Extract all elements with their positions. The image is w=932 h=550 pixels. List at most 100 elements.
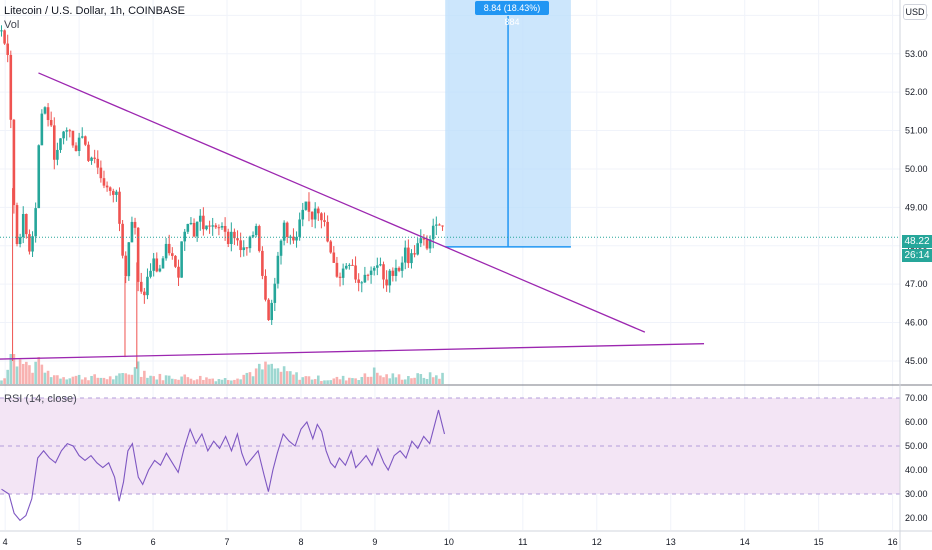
volume-bar	[155, 379, 159, 384]
measure-tool-label[interactable]: 8.84 (18.43%) 884	[475, 1, 549, 27]
candle-body	[270, 302, 274, 321]
candle-body	[285, 222, 289, 237]
rsi-label: RSI (14, close)	[4, 393, 77, 405]
volume-bar	[279, 371, 283, 384]
volume-bar	[230, 380, 233, 384]
volume-bar	[46, 370, 50, 384]
candle-body	[360, 282, 364, 284]
volume-bar	[289, 371, 292, 384]
price-tick-label: 51.00	[905, 126, 928, 136]
volume-bar	[164, 375, 168, 384]
volume-bar	[341, 375, 345, 384]
candle-body	[264, 275, 267, 300]
volume-bar	[167, 375, 171, 384]
volume-bar	[422, 377, 426, 384]
candle-body	[376, 265, 379, 268]
volume-bar	[211, 378, 214, 384]
candle-body	[49, 120, 53, 126]
candle-body	[161, 258, 165, 269]
candle-body	[438, 224, 441, 226]
volume-bar	[270, 363, 274, 384]
candle-body	[3, 30, 6, 44]
candle-body	[180, 241, 183, 278]
currency-button[interactable]: USD	[903, 4, 927, 20]
volume-bar	[419, 374, 423, 384]
time-tick-label: 14	[740, 537, 750, 547]
candle-body	[25, 214, 28, 235]
volume-bar	[251, 376, 255, 384]
candle-body	[329, 241, 333, 253]
candle-body	[400, 262, 404, 271]
candle-body	[382, 264, 385, 280]
volume-bar	[68, 378, 72, 384]
volume-bar	[428, 372, 432, 384]
candle-body	[90, 157, 93, 161]
volume-bar	[267, 364, 270, 384]
rsi-tick-label: 30.00	[905, 489, 928, 499]
candle-body	[385, 279, 388, 286]
volume-bar	[28, 365, 31, 384]
volume-bar	[348, 377, 351, 384]
volume-bar	[146, 377, 149, 384]
candle-body	[310, 211, 314, 220]
time-tick-label: 4	[3, 537, 8, 547]
volume-bar	[121, 373, 124, 384]
volume-bar	[118, 373, 121, 384]
volume-bar	[431, 377, 435, 384]
volume-label: Vol	[4, 19, 20, 31]
trendline-upper[interactable]	[38, 72, 646, 333]
candle-body	[419, 238, 423, 244]
volume-bar	[344, 380, 348, 384]
candle-body	[425, 239, 429, 249]
candle-body	[84, 136, 87, 145]
volume-bar	[301, 377, 305, 384]
candle-body	[422, 238, 426, 240]
candle-body	[301, 209, 305, 220]
volume-bar	[195, 379, 199, 384]
candle-body	[261, 250, 264, 276]
candle-body	[43, 107, 47, 114]
time-tick-label: 10	[444, 537, 454, 547]
volume-bar	[96, 377, 100, 384]
candle-body	[152, 258, 155, 271]
time-tick-label: 8	[298, 537, 303, 547]
candle-body	[155, 258, 159, 272]
volume-bar	[80, 379, 84, 384]
candle-body	[0, 30, 3, 32]
candle-body	[28, 234, 31, 252]
candle-body	[139, 281, 143, 292]
candle-body	[192, 222, 196, 237]
candle-body	[239, 240, 242, 251]
candle-body	[40, 113, 44, 146]
volume-bar	[130, 374, 134, 384]
candle-body	[149, 270, 152, 277]
volume-bar	[186, 377, 190, 384]
candle-body	[74, 145, 78, 151]
rsi-line	[1, 409, 446, 522]
bar-countdown-tag: 26:14	[902, 249, 932, 262]
volume-bar	[363, 373, 367, 384]
trendline-lower[interactable]	[0, 343, 705, 360]
volume-bar	[403, 379, 407, 384]
volume-bar	[59, 378, 62, 384]
volume-bar	[205, 377, 208, 384]
volume-bar	[31, 372, 34, 384]
price-tick-label: 45.00	[905, 356, 928, 366]
volume-bar	[369, 376, 373, 384]
volume-bar	[332, 378, 336, 384]
candle-body	[351, 264, 354, 266]
volume-bar	[335, 376, 339, 384]
volume-bar	[208, 378, 211, 384]
candle-body	[52, 125, 56, 160]
volume-bar	[407, 376, 410, 384]
candle-body	[233, 231, 236, 239]
candle-body	[102, 178, 106, 186]
price-tick-label: 53.00	[905, 49, 928, 59]
candle-body	[338, 276, 342, 278]
volume-bar	[158, 373, 162, 384]
volume-bar	[12, 354, 16, 384]
volume-bar	[62, 377, 65, 384]
volume-bar	[351, 378, 354, 384]
volume-bar	[261, 369, 264, 384]
